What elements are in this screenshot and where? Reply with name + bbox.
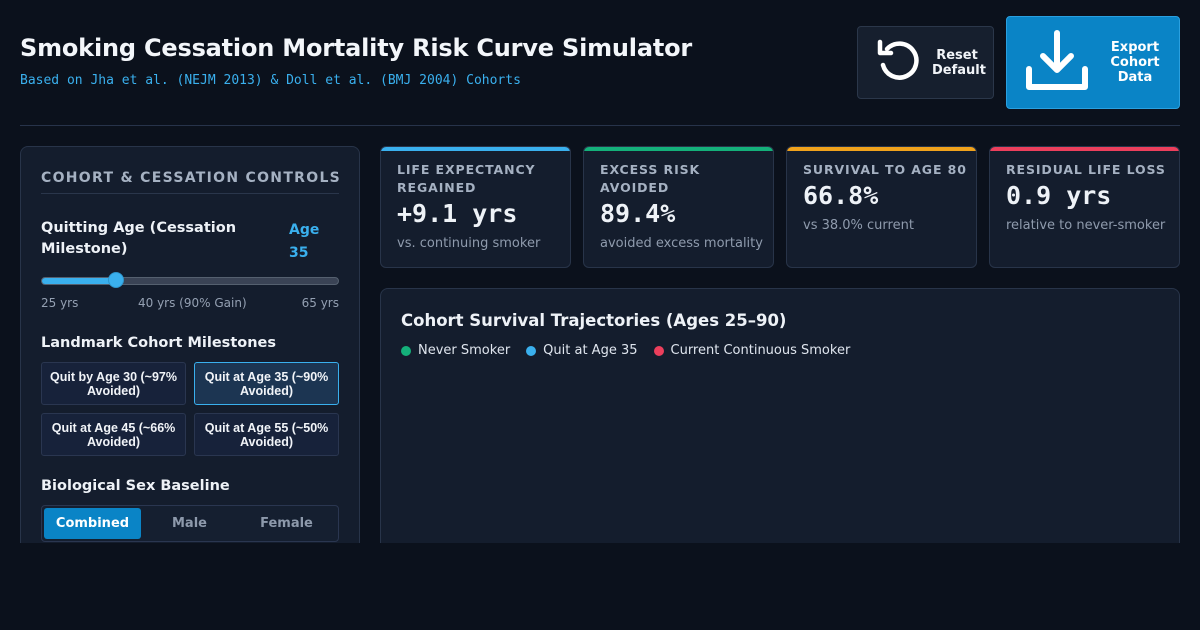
page-bottom-area (0, 543, 1200, 630)
milestone-button-age-55[interactable]: Quit at Age 55 (~50% Avoided) (194, 413, 339, 456)
controls-title: COHORT & CESSATION CONTROLS (41, 170, 342, 186)
slider-tick-mid: 40 yrs (90% Gain) (138, 296, 247, 310)
page-title: Smoking Cessation Mortality Risk Curve S… (20, 34, 693, 62)
page-subtitle: Based on Jha et al. (NEJM 2013) & Doll e… (20, 73, 521, 88)
card-title: EXCESS RISK AVOIDED (600, 162, 701, 195)
legend-dot (526, 345, 537, 356)
legend-label: Current Continuous Smoker (670, 343, 851, 358)
controls-panel: COHORT & CESSATION CONTROLS Quitting Age… (20, 146, 360, 566)
card-title: LIFE EXPECTANCY REGAINED (397, 162, 536, 195)
legend-item-quit-age-35: Quit at Age 35 (526, 343, 638, 358)
sex-option-male[interactable]: Male (172, 516, 207, 531)
card-title: SURVIVAL TO AGE 80 (803, 162, 967, 177)
card-value: +9.1 yrs (397, 199, 518, 228)
controls-divider (41, 193, 339, 194)
reset-default-label: Reset Default (932, 47, 986, 78)
legend-item-never-smoker: Never Smoker (401, 343, 510, 358)
reset-default-button[interactable]: Reset Default (857, 26, 994, 99)
milestones-label: Landmark Cohort Milestones (41, 335, 276, 351)
card-accent-bar (381, 147, 570, 151)
stat-card-life-expectancy: LIFE EXPECTANCY REGAINED +9.1 yrs vs. co… (380, 146, 571, 268)
download-icon (1025, 29, 1089, 97)
slider-tick-min: 25 yrs (41, 296, 79, 310)
survival-chart-panel: Cohort Survival Trajectories (Ages 25–90… (380, 288, 1180, 568)
chart-legend: Never Smoker Quit at Age 35 Current Cont… (401, 343, 866, 358)
legend-dot (401, 345, 411, 356)
legend-label: Quit at Age 35 (543, 343, 638, 358)
stat-card-residual-loss: RESIDUAL LIFE LOSS 0.9 yrs relative to n… (989, 146, 1180, 268)
sex-baseline-toggle: Combined Male Female (41, 505, 339, 542)
milestone-button-age-45[interactable]: Quit at Age 45 (~66% Avoided) (41, 413, 186, 456)
card-note: vs 38.0% current (803, 218, 914, 233)
card-accent-bar (787, 147, 976, 151)
slider-fill (42, 278, 116, 284)
milestone-button-age-35[interactable]: Quit at Age 35 (~90% Avoided) (194, 362, 339, 405)
card-value: 89.4% (600, 199, 676, 228)
sex-option-combined[interactable]: Combined (44, 508, 141, 539)
sex-option-female[interactable]: Female (260, 516, 313, 531)
quitting-age-value: Age 35 (289, 222, 320, 261)
stat-card-survival-80: SURVIVAL TO AGE 80 66.8% vs 38.0% curren… (786, 146, 977, 268)
quitting-age-slider[interactable] (41, 277, 339, 285)
legend-dot (653, 345, 664, 356)
card-value: 0.9 yrs (1006, 181, 1112, 210)
export-cohort-data-button[interactable]: Export Cohort Data (1006, 16, 1180, 109)
card-accent-bar (584, 147, 773, 151)
card-value: 66.8% (803, 181, 879, 210)
card-note: relative to never-smoker (1006, 218, 1166, 233)
card-accent-bar (990, 147, 1179, 151)
quitting-age-label: Quitting Age (Cessation Milestone) (41, 220, 237, 257)
slider-thumb[interactable] (107, 272, 124, 288)
header-divider (20, 125, 1180, 126)
card-note: vs. continuing smoker (397, 236, 541, 251)
sex-baseline-label: Biological Sex Baseline (41, 478, 230, 494)
stat-card-excess-risk: EXCESS RISK AVOIDED 89.4% avoided excess… (583, 146, 774, 268)
card-title: RESIDUAL LIFE LOSS (1006, 162, 1166, 177)
legend-label: Never Smoker (418, 343, 511, 358)
reset-icon (874, 37, 922, 89)
export-cohort-data-label: Export Cohort Data (1110, 40, 1160, 85)
slider-tick-max: 65 yrs (301, 296, 339, 310)
legend-item-current-smoker: Current Continuous Smoker (653, 343, 851, 358)
chart-title: Cohort Survival Trajectories (Ages 25–90… (401, 311, 787, 330)
card-note: avoided excess mortality (600, 236, 763, 251)
milestone-button-age-30[interactable]: Quit by Age 30 (~97% Avoided) (41, 362, 186, 405)
